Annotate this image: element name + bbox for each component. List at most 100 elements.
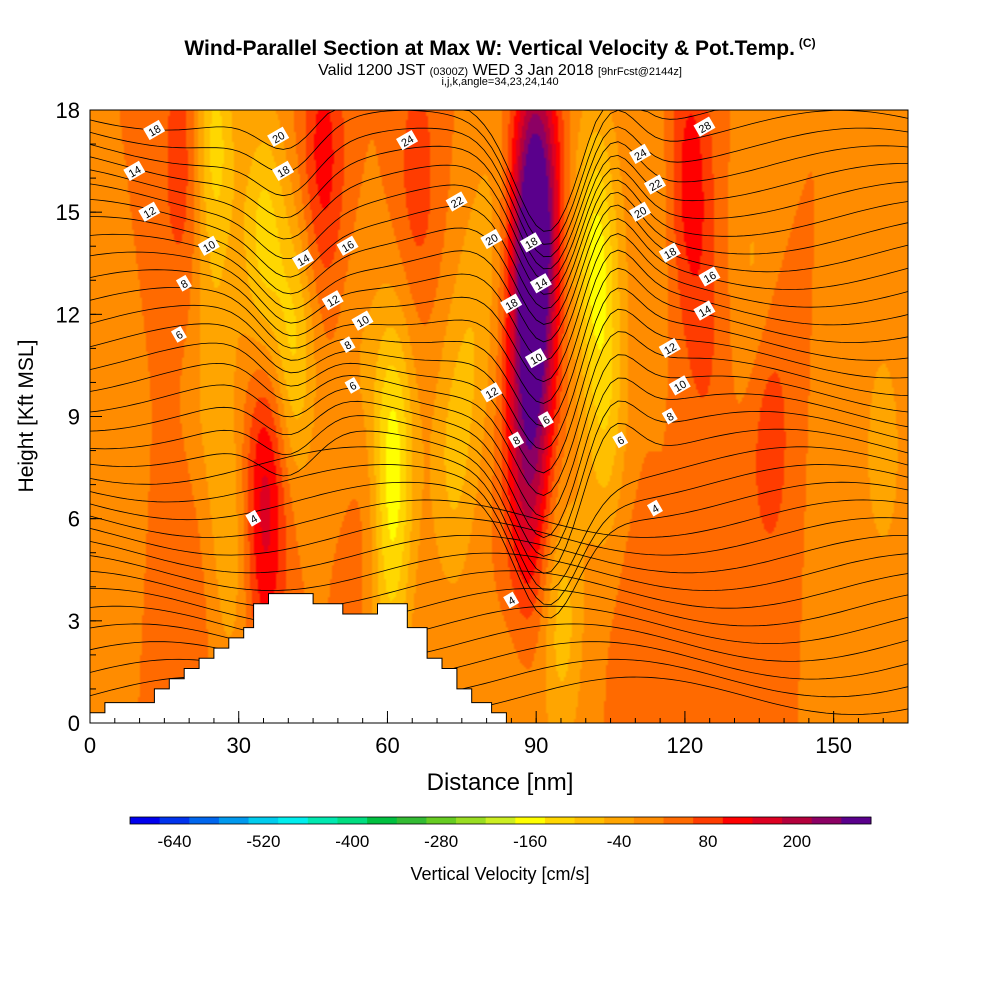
theta-contour-line — [89, 249, 909, 404]
x-tick-label: 90 — [524, 733, 548, 758]
valid-date: WED 3 Jan 2018 — [472, 62, 594, 79]
svg-text:10: 10 — [201, 239, 218, 256]
colorbar-swatch — [130, 817, 161, 824]
colorbar-swatch — [663, 817, 694, 824]
theta-contour-label: 8 — [508, 431, 525, 449]
theta-contour-line — [89, 109, 909, 245]
theta-contour-line — [89, 154, 908, 282]
theta-contour-label: 6 — [344, 376, 361, 394]
svg-text:14: 14 — [127, 164, 144, 181]
theta-contour-label: 20 — [480, 228, 503, 250]
valid-utc: (0300Z) — [429, 66, 469, 78]
theta-contour-label: 14 — [291, 249, 314, 270]
axes: 0 30 60 90 120 150 0 3 6 9 12 15 18 — [56, 98, 909, 758]
y-tick-label: 15 — [56, 200, 80, 225]
colorbar-tick-label: -640 — [157, 832, 191, 851]
section-indices: i,j,k,angle=34,23,24,140 — [441, 76, 559, 88]
terrain-profile — [89, 593, 507, 724]
colorbar-swatch — [841, 817, 872, 824]
y-tick-label: 12 — [56, 302, 80, 327]
theta-contour-label: 24 — [396, 130, 419, 151]
theta-contour-label: 8 — [339, 336, 356, 353]
colorbar-swatch — [396, 817, 427, 824]
colorbar-swatch — [248, 817, 279, 824]
theta-contour-label: 6 — [612, 431, 629, 449]
colorbar-swatch — [811, 817, 842, 824]
theta-contour-label: 18 — [500, 293, 523, 314]
colorbar-swatch — [633, 817, 665, 824]
theta-contour-line — [89, 377, 909, 539]
y-tick-label: 9 — [68, 405, 80, 430]
colorbar-swatch — [752, 817, 783, 824]
colorbar-swatch — [693, 817, 724, 824]
colorbar-swatch — [189, 817, 220, 824]
svg-text:12: 12 — [325, 293, 342, 310]
colorbar-swatch — [456, 817, 487, 824]
colorbar-tick-label: 200 — [783, 832, 811, 851]
theta-contour-label: 4 — [646, 499, 663, 517]
colorbar-swatch — [515, 817, 546, 824]
theta-contour-label: 6 — [537, 411, 554, 428]
colorbar-swatch — [574, 817, 605, 824]
svg-text:4: 4 — [248, 513, 259, 526]
theta-contour-line — [89, 535, 908, 574]
colorbar-tick-label: -520 — [246, 832, 280, 851]
y-tick-label: 3 — [68, 609, 80, 634]
theta-contour-line — [89, 422, 909, 574]
vertical-velocity-field — [90, 110, 908, 723]
svg-text:28: 28 — [697, 120, 714, 137]
theta-contour-line — [89, 204, 909, 343]
theta-contour-line — [90, 588, 909, 627]
svg-text:18: 18 — [504, 297, 521, 314]
colorbar-swatch — [722, 817, 753, 824]
x-tick-label: 0 — [84, 733, 96, 758]
theta-contour-label: 16 — [336, 235, 359, 256]
theta-contour-line — [89, 331, 909, 496]
colorbar-swatch — [307, 817, 338, 824]
svg-text:10: 10 — [672, 378, 689, 395]
theta-contour-line — [89, 623, 909, 662]
theta-contour-label: 20 — [629, 201, 652, 222]
theta-contour-label: 28 — [693, 116, 716, 137]
theta-contour-label: 12 — [480, 382, 503, 403]
theta-contour-line — [89, 126, 909, 258]
colorbar-tick-label: -160 — [513, 832, 547, 851]
svg-text:16: 16 — [702, 270, 719, 287]
x-axis-label: Distance [nm] — [427, 769, 574, 796]
svg-text:6: 6 — [615, 434, 626, 447]
x-tick-label: 150 — [815, 733, 852, 758]
theta-contour-label: 18 — [272, 160, 295, 181]
colorbar-tick-label: -280 — [424, 832, 458, 851]
colorbar-swatch — [159, 817, 190, 824]
theta-contour-line — [89, 570, 909, 609]
svg-text:8: 8 — [343, 339, 354, 352]
theta-contour-line — [89, 267, 909, 427]
theta-contour-label: 8 — [175, 274, 192, 292]
theta-contour-label: 12 — [321, 290, 344, 311]
chart-title-text: Wind-Parallel Section at Max W: Vertical… — [184, 37, 795, 60]
x-tick-label: 120 — [667, 733, 704, 758]
theta-contour-label: 18 — [658, 242, 681, 263]
colorbar-tick-label: -40 — [607, 832, 632, 851]
x-tick-label: 30 — [226, 733, 250, 758]
theta-contour-label: 18 — [519, 232, 542, 253]
theta-contours — [89, 109, 909, 715]
chart-title: Wind-Parallel Section at Max W: Vertical… — [0, 36, 1000, 61]
theta-contour-line — [89, 605, 909, 644]
svg-text:22: 22 — [449, 195, 466, 212]
svg-text:8: 8 — [511, 434, 522, 447]
y-axis-label: Height [Kft MSL] — [15, 340, 38, 493]
theta-contour-line — [90, 191, 909, 325]
svg-text:18: 18 — [275, 164, 292, 181]
colorbar-label: Vertical Velocity [cm/s] — [410, 864, 589, 884]
svg-text:20: 20 — [271, 130, 288, 147]
svg-text:8: 8 — [179, 278, 190, 291]
theta-contour-label: 14 — [123, 160, 146, 181]
theta-contour-label: 20 — [267, 126, 290, 147]
theta-contour-label: 6 — [170, 325, 187, 343]
theta-contour-label: 12 — [658, 337, 681, 359]
theta-contour-line — [89, 400, 909, 557]
theta-contour-line — [89, 167, 909, 295]
